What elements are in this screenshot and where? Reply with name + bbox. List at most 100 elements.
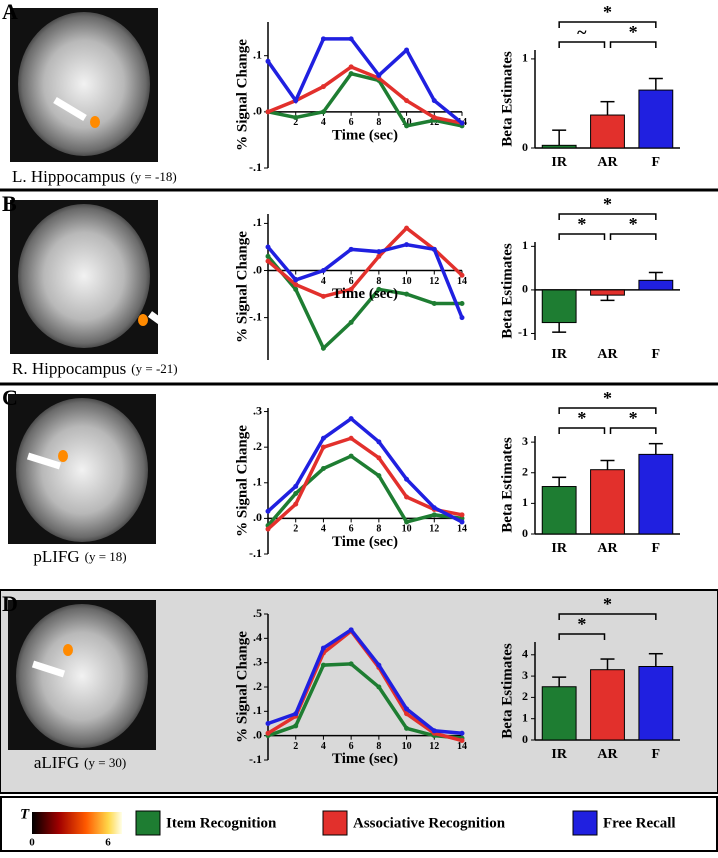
- panel-letter: A: [2, 0, 18, 24]
- significance-bracket: [558, 41, 606, 48]
- activation: [58, 450, 68, 462]
- data-point: [459, 300, 465, 306]
- data-point: [404, 291, 410, 297]
- y-tick-label: 4: [522, 647, 528, 661]
- x-tick-label: 10: [402, 741, 412, 752]
- coordinate: (y = -18): [130, 169, 176, 184]
- data-point: [348, 36, 354, 42]
- data-point: [431, 246, 437, 252]
- data-point: [404, 519, 410, 525]
- data-point: [320, 84, 326, 90]
- significance-bracket: [558, 613, 657, 620]
- panel-letter: B: [2, 191, 17, 216]
- data-point: [376, 473, 382, 479]
- arrow: [26, 452, 62, 470]
- y-tick-label: 0: [522, 732, 528, 746]
- data-point: [376, 684, 382, 690]
- data-point: [404, 706, 410, 712]
- data-point: [293, 282, 299, 288]
- brain-slice: [16, 604, 148, 748]
- data-point: [265, 526, 271, 532]
- data-point: [404, 98, 410, 104]
- bar: [638, 453, 674, 535]
- data-point: [293, 723, 299, 729]
- data-point: [348, 661, 354, 667]
- bar: [590, 289, 625, 296]
- brain-slice: [18, 204, 150, 348]
- x-tick-label: 8: [376, 524, 381, 535]
- bar: [541, 686, 577, 741]
- significance-bracket: [558, 213, 657, 220]
- arrow: [147, 311, 178, 335]
- x-tick-label: 4: [321, 276, 326, 287]
- data-point: [320, 36, 326, 42]
- region-name: R. Hippocampus: [12, 359, 126, 378]
- data-point: [431, 114, 437, 120]
- data-point: [431, 512, 437, 518]
- significance-label: *: [603, 594, 612, 614]
- significance-label: *: [577, 214, 586, 234]
- y-tick-label: .3: [253, 403, 262, 417]
- colorbar-tick: 6: [105, 837, 111, 849]
- series-line: [267, 64, 463, 125]
- data-point: [459, 519, 465, 525]
- x-tick-label: 4: [321, 524, 326, 535]
- bar: [590, 469, 625, 535]
- series-line: [266, 454, 463, 527]
- x-tick-label: 6: [349, 524, 354, 535]
- bar: [638, 89, 674, 149]
- y-tick-label: -.1: [249, 309, 262, 323]
- y-axis-label: Beta Estimates: [499, 243, 515, 339]
- activation: [90, 116, 100, 128]
- data-point: [459, 738, 465, 744]
- data-point: [348, 453, 354, 459]
- x-tick-label: 10: [402, 276, 412, 287]
- y-tick-label: .1: [253, 215, 262, 229]
- data-point: [404, 225, 410, 231]
- coordinate: (y = -21): [131, 361, 177, 376]
- y-axis-label: % Signal Change: [234, 425, 250, 537]
- y-tick-label: .0: [253, 727, 262, 741]
- y-tick-label: 0: [522, 526, 528, 540]
- x-tick-label: 6: [349, 741, 354, 752]
- legend-label: Associative Recognition: [353, 815, 506, 831]
- x-tick-label: IR: [551, 155, 567, 170]
- region-label: pLIFG (y = 18): [33, 547, 126, 566]
- significance-label: *: [629, 22, 638, 42]
- y-tick-label: -1: [518, 325, 528, 339]
- x-tick-label: 6: [349, 276, 354, 287]
- y-tick-label: -.1: [249, 160, 262, 174]
- significance-label: *: [629, 408, 638, 428]
- y-tick-label: .1: [253, 703, 262, 717]
- y-axis-label: Beta Estimates: [499, 51, 515, 147]
- data-point: [320, 345, 326, 351]
- x-tick-label: AR: [597, 541, 618, 556]
- colorbar-title: T: [20, 806, 30, 822]
- data-point: [265, 730, 271, 736]
- x-tick-label: 14: [457, 524, 467, 535]
- data-point: [293, 490, 299, 496]
- data-point: [293, 114, 299, 120]
- region-label: R. Hippocampus (y = -21): [12, 359, 178, 378]
- y-tick-label: 0: [522, 282, 528, 296]
- y-tick-label: 3: [522, 434, 528, 448]
- series-line: [266, 37, 464, 125]
- coordinate: (y = 30): [84, 755, 126, 770]
- y-tick-label: .3: [253, 654, 262, 668]
- y-tick-label: 2: [522, 689, 528, 703]
- bar: [541, 289, 577, 324]
- data-point: [404, 242, 410, 248]
- bar: [638, 279, 674, 291]
- data-point: [293, 711, 299, 717]
- region-name: aLIFG: [34, 753, 79, 772]
- data-point: [431, 505, 437, 511]
- bar: [541, 486, 577, 535]
- data-point: [376, 253, 382, 259]
- data-point: [404, 476, 410, 482]
- data-point: [265, 109, 271, 115]
- significance-label: *: [603, 2, 612, 22]
- data-point: [320, 109, 326, 115]
- x-tick-label: IR: [551, 747, 567, 762]
- data-point: [376, 455, 382, 461]
- y-tick-label: -.1: [249, 752, 262, 766]
